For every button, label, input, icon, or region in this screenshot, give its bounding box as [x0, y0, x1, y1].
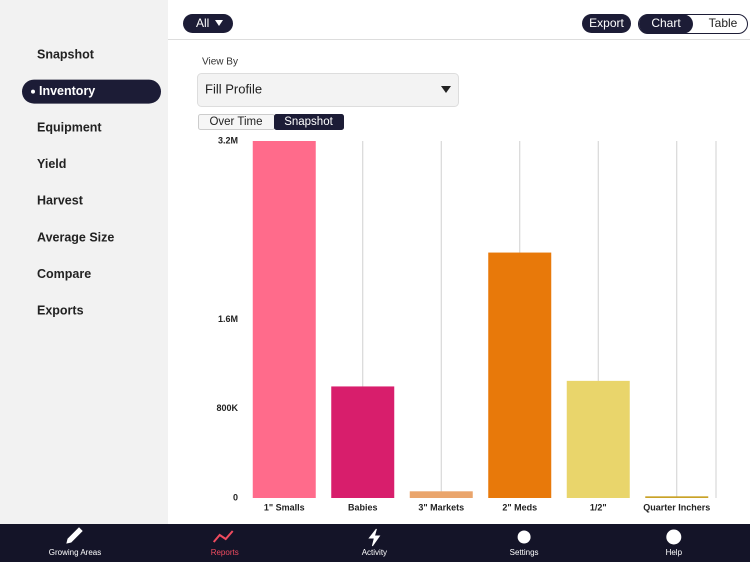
tab-icon	[66, 527, 83, 544]
sidebar-item[interactable]: Inventory	[39, 84, 95, 98]
view-toggle-option[interactable]: Chart	[651, 16, 681, 30]
y-tick-label: 3.2M	[218, 135, 238, 145]
x-tick-label: Quarter Inchers	[643, 502, 710, 512]
x-tick-label: 2" Meds	[502, 502, 537, 512]
tab-label[interactable]: Growing Areas	[49, 548, 101, 557]
mode-toggle-label: Snapshot	[284, 116, 333, 128]
mode-toggle-label: Over Time	[209, 116, 262, 128]
filter-button[interactable]	[183, 14, 233, 33]
tab-icon	[517, 530, 531, 544]
view-toggle-selected	[639, 14, 693, 34]
sidebar-item[interactable]: Average Size	[37, 230, 114, 244]
y-tick-label: 800K	[216, 403, 238, 413]
sidebar-item[interactable]: Equipment	[37, 120, 102, 134]
y-tick-label: 0	[233, 492, 238, 502]
x-tick-label: 1/2"	[590, 502, 607, 512]
tab-label[interactable]: Activity	[362, 548, 387, 557]
bar	[409, 491, 473, 498]
tab-label[interactable]: Settings	[510, 548, 539, 557]
tab-icon	[666, 529, 682, 545]
sidebar-item[interactable]: Compare	[37, 267, 91, 281]
sidebar-item[interactable]: Snapshot	[37, 47, 95, 61]
x-tick-label: Babies	[348, 502, 378, 512]
export-button[interactable]	[582, 14, 631, 33]
tab-label[interactable]: Reports	[211, 548, 239, 557]
y-tick-label: 1.6M	[218, 314, 238, 324]
sidebar-item[interactable]: Harvest	[37, 194, 84, 208]
bar	[645, 496, 709, 498]
sidebar-item[interactable]: Yield	[37, 157, 66, 171]
view-by-value: Fill Profile	[205, 81, 262, 96]
x-tick-label: 3" Markets	[418, 502, 464, 512]
mode-toggle-option[interactable]	[274, 114, 344, 130]
dropdown-arrow	[441, 86, 451, 93]
sidebar-active-pill	[22, 79, 161, 104]
view-toggle-option[interactable]: Table	[709, 16, 738, 30]
sidebar-item[interactable]: Exports	[37, 303, 84, 317]
bar	[252, 141, 316, 498]
tab-icon	[212, 530, 234, 543]
view-by-label: View By	[202, 57, 238, 68]
export-label: Export	[589, 16, 624, 30]
sidebar	[0, 0, 168, 524]
filter-arrow	[215, 20, 223, 26]
filter-label: All	[196, 16, 209, 30]
view-by-dropdown[interactable]	[197, 73, 459, 107]
tab-icon	[368, 528, 381, 547]
bar	[566, 380, 630, 498]
bar	[488, 252, 552, 498]
x-tick-label: 1" Smalls	[264, 502, 305, 512]
tab-label[interactable]: Help	[666, 548, 683, 557]
bar	[331, 386, 395, 498]
sidebar-bullet	[31, 89, 35, 94]
